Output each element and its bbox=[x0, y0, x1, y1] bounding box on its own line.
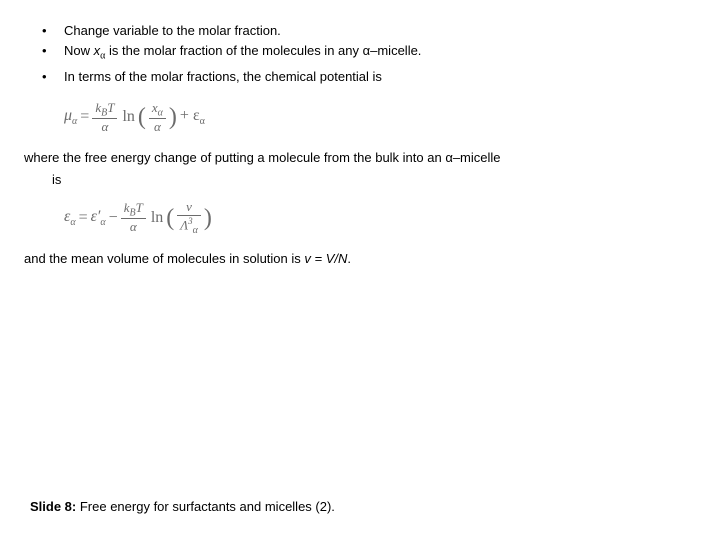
plus-eps: + εα bbox=[180, 107, 205, 127]
fraction: kBT α bbox=[92, 100, 117, 136]
eps: εα bbox=[64, 208, 76, 228]
paren-left: ( bbox=[138, 105, 146, 129]
text: Now bbox=[64, 43, 94, 58]
paragraph-2: and the mean volume of molecules in solu… bbox=[24, 250, 696, 268]
paren-right: ) bbox=[169, 105, 177, 129]
paren-left: ( bbox=[166, 206, 174, 230]
equals: = bbox=[80, 108, 89, 126]
paragraph-1b: is bbox=[52, 171, 696, 189]
denominator: Λ3α bbox=[177, 216, 201, 236]
bullet-text: In terms of the molar fractions, the che… bbox=[64, 68, 382, 86]
mu: μα bbox=[64, 107, 77, 127]
equation-line: μα = kBT α ln ( xα α ) + εα bbox=[64, 100, 696, 136]
bullet-marker: • bbox=[42, 22, 64, 40]
paren-right: ) bbox=[204, 206, 212, 230]
equation-1: μα = kBT α ln ( xα α ) + εα bbox=[64, 100, 696, 136]
sub: α bbox=[72, 116, 77, 127]
bullet-text: Change variable to the molar fraction. bbox=[64, 22, 281, 40]
bullet-text: Now xα is the molar fraction of the mole… bbox=[64, 42, 421, 66]
equation-2: εα = ε′α − kBT α ln ( v Λ3α ) bbox=[64, 199, 696, 236]
denominator: α bbox=[121, 219, 146, 235]
paragraph-1a: where the free energy change of putting … bbox=[24, 149, 696, 167]
bullet-list: • Change variable to the molar fraction.… bbox=[42, 22, 696, 86]
equals: = bbox=[79, 209, 88, 227]
eps-prime: ε′α bbox=[91, 208, 106, 228]
inline-eq: v = V/N bbox=[304, 251, 347, 266]
numerator: kBT bbox=[121, 200, 146, 220]
slide-footer: Slide 8: Free energy for surfactants and… bbox=[30, 499, 335, 514]
numerator: v bbox=[177, 199, 201, 216]
equation-line: εα = ε′α − kBT α ln ( v Λ3α ) bbox=[64, 199, 696, 236]
denominator: α bbox=[149, 119, 166, 135]
fraction-inner: v Λ3α bbox=[177, 199, 201, 236]
ln: ln bbox=[122, 108, 134, 126]
slide: • Change variable to the molar fraction.… bbox=[0, 0, 720, 540]
numerator: xα bbox=[149, 100, 166, 120]
fraction-inner: xα α bbox=[149, 100, 166, 136]
ln: ln bbox=[151, 209, 163, 227]
text: . bbox=[347, 251, 351, 266]
text: is the molar fraction of the molecules i… bbox=[105, 43, 421, 58]
bullet-marker: • bbox=[42, 68, 64, 86]
text: and the mean volume of molecules in solu… bbox=[24, 251, 304, 266]
footer-label: Slide 8: bbox=[30, 499, 76, 514]
bullet-item: • In terms of the molar fractions, the c… bbox=[42, 68, 696, 86]
bullet-marker: • bbox=[42, 42, 64, 60]
bullet-item: • Now xα is the molar fraction of the mo… bbox=[42, 42, 696, 66]
footer-text: Free energy for surfactants and micelles… bbox=[76, 499, 335, 514]
bullet-item: • Change variable to the molar fraction. bbox=[42, 22, 696, 40]
fraction: kBT α bbox=[121, 200, 146, 236]
numerator: kBT bbox=[92, 100, 117, 120]
denominator: α bbox=[92, 119, 117, 135]
minus: − bbox=[109, 209, 118, 227]
